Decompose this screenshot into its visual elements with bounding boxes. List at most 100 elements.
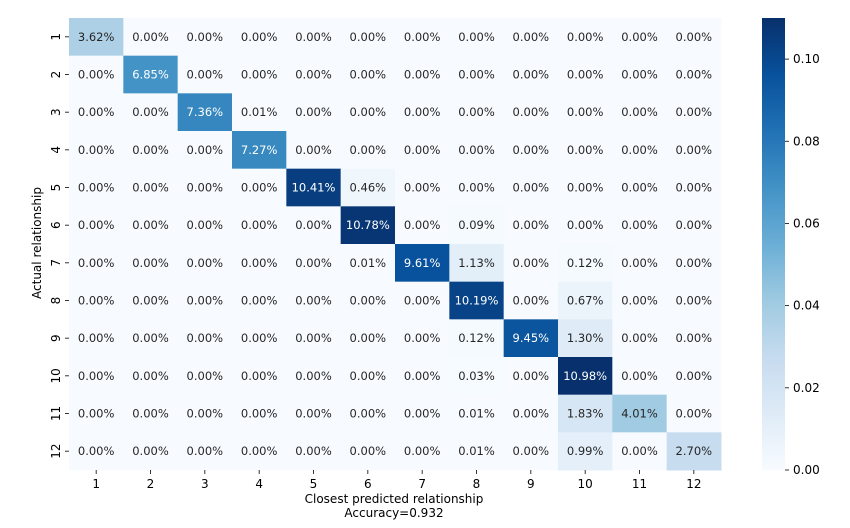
- cell-value-label: 0.67%: [567, 294, 604, 308]
- cell-value-label: 0.00%: [132, 218, 169, 232]
- cell-value-label: 0.00%: [295, 369, 332, 383]
- cell-value-label: 0.00%: [187, 444, 224, 458]
- colorbar-tick-label: 0.02: [793, 381, 820, 395]
- heatmap-cell: [449, 244, 505, 283]
- heatmap-cell: [177, 432, 233, 471]
- cell-value-label: 0.00%: [404, 369, 441, 383]
- heatmap-cell: [503, 244, 559, 283]
- cell-value-label: 0.00%: [295, 218, 332, 232]
- heatmap-cell: [177, 206, 233, 245]
- heatmap-cell: [123, 55, 179, 94]
- heatmap-cell: [69, 93, 124, 132]
- heatmap-cell: [612, 357, 668, 396]
- heatmap-cell: [232, 131, 287, 170]
- cell-value-label: 0.00%: [241, 218, 278, 232]
- cell-value-label: 0.00%: [513, 256, 550, 270]
- cell-value-label: 0.00%: [241, 294, 278, 308]
- cell-value-label: 0.00%: [567, 143, 604, 157]
- heatmap-cell: [232, 93, 287, 132]
- heatmap-cell: [666, 394, 722, 433]
- cell-value-label: 0.00%: [676, 105, 713, 119]
- cell-value-label: 0.00%: [295, 444, 332, 458]
- cell-value-label: 0.00%: [78, 331, 115, 345]
- heatmap-cell: [558, 206, 613, 245]
- cell-value-label: 2.70%: [676, 444, 713, 458]
- heatmap-cell: [123, 432, 179, 471]
- x-tick-label: 11: [632, 477, 647, 491]
- heatmap-cells: [69, 18, 722, 471]
- cell-value-label: 0.00%: [404, 444, 441, 458]
- cell-value-label: 0.00%: [78, 181, 115, 195]
- heatmap-cell: [395, 93, 450, 132]
- heatmap-cell: [69, 206, 124, 245]
- y-tick-label: 9: [49, 334, 63, 342]
- cell-value-label: 0.00%: [350, 294, 387, 308]
- heatmap-cell: [69, 18, 124, 57]
- heatmap-cell: [286, 55, 342, 94]
- cell-value-label: 0.01%: [458, 444, 495, 458]
- heatmap-cell: [449, 357, 505, 396]
- heatmap-cell: [503, 93, 559, 132]
- y-tick-label: 8: [49, 297, 63, 305]
- y-tick-label: 2: [49, 71, 63, 79]
- heatmap-cell: [612, 432, 668, 471]
- heatmap-cell: [395, 206, 450, 245]
- heatmap-cell: [232, 394, 287, 433]
- x-tick-label: 4: [255, 477, 263, 491]
- heatmap-cell: [123, 206, 179, 245]
- cell-value-label: 0.00%: [132, 444, 169, 458]
- heatmap-cell: [503, 432, 559, 471]
- cell-value-label: 0.00%: [404, 143, 441, 157]
- y-tick-label: 1: [49, 33, 63, 41]
- heatmap-cell: [666, 244, 722, 283]
- heatmap-cell: [449, 55, 505, 94]
- heatmap-cell: [558, 168, 613, 207]
- cell-value-label: 0.00%: [78, 143, 115, 157]
- cell-value-label: 10.98%: [563, 369, 607, 383]
- cell-value-label: 0.00%: [78, 294, 115, 308]
- cell-value-label: 0.00%: [676, 256, 713, 270]
- x-axis-ticks: 1 2 3 4 5 6 7 8 9 10 11 12: [92, 470, 701, 491]
- x-tick-label: 7: [418, 477, 426, 491]
- cell-value-label: 0.00%: [295, 30, 332, 44]
- heatmap-cell: [558, 244, 613, 283]
- cell-value-label: 0.09%: [458, 218, 495, 232]
- heatmap-cell: [69, 281, 124, 320]
- cell-value-label: 0.00%: [567, 181, 604, 195]
- cell-value-label: 10.41%: [292, 181, 336, 195]
- cell-value-label: 0.00%: [78, 256, 115, 270]
- heatmap-cell: [558, 55, 613, 94]
- colorbar-gradient: [762, 18, 785, 470]
- cell-value-label: 0.00%: [513, 294, 550, 308]
- heatmap-cell: [123, 394, 179, 433]
- cell-value-label: 0.00%: [513, 105, 550, 119]
- y-tick-label: 7: [49, 259, 63, 267]
- heatmap-cell: [177, 55, 233, 94]
- cell-value-label: 9.45%: [513, 331, 550, 345]
- heatmap-cell: [286, 131, 342, 170]
- colorbar: 0.00 0.02 0.04 0.06 0.08 0.10: [762, 18, 820, 477]
- cell-value-label: 0.00%: [295, 105, 332, 119]
- cell-value-label: 0.12%: [567, 256, 604, 270]
- heatmap-cell: [177, 394, 233, 433]
- cell-value-label: 0.00%: [404, 407, 441, 421]
- heatmap-cell: [69, 55, 124, 94]
- x-axis-label: Closest predicted relationship: [305, 492, 484, 506]
- cell-value-label: 0.00%: [513, 30, 550, 44]
- heatmap-cell: [69, 394, 124, 433]
- cell-value-label: 0.00%: [621, 143, 658, 157]
- cell-value-label: 0.00%: [621, 444, 658, 458]
- heatmap-cell: [395, 131, 450, 170]
- cell-value-label: 0.00%: [241, 256, 278, 270]
- heatmap-cell: [612, 244, 668, 283]
- cell-value-label: 0.00%: [132, 369, 169, 383]
- cell-value-label: 0.00%: [132, 143, 169, 157]
- cell-value-label: 0.00%: [621, 331, 658, 345]
- heatmap-cell: [177, 131, 233, 170]
- heatmap-cell: [449, 168, 505, 207]
- heatmap-cell: [558, 394, 613, 433]
- heatmap-cell: [612, 206, 668, 245]
- cell-value-label: 0.03%: [458, 369, 495, 383]
- cell-value-label: 0.00%: [241, 331, 278, 345]
